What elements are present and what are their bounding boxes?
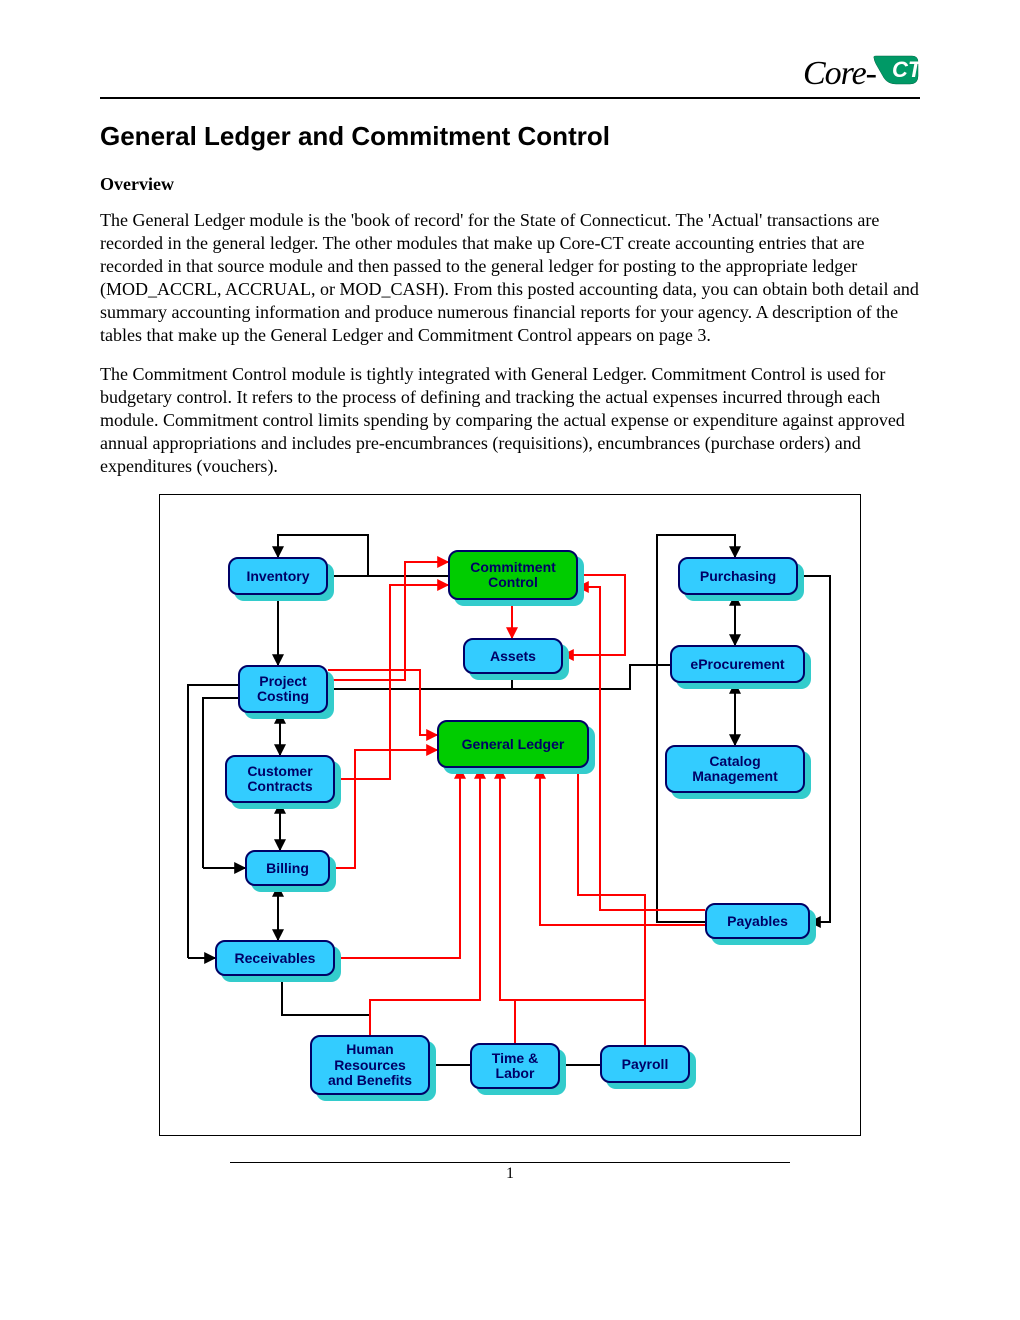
header-logo-row: Core- CT xyxy=(100,50,920,99)
node-projectcosting: ProjectCosting xyxy=(238,665,328,713)
paragraph-2: The Commitment Control module is tightly… xyxy=(100,363,920,478)
node-receivables: Receivables xyxy=(215,940,335,976)
node-purchasing: Purchasing xyxy=(678,557,798,595)
node-billing: Billing xyxy=(245,850,330,886)
logo-ct-badge: CT xyxy=(872,54,920,88)
paragraph-1: The General Ledger module is the 'book o… xyxy=(100,209,920,347)
overview-heading: Overview xyxy=(100,174,920,195)
page-title: General Ledger and Commitment Control xyxy=(100,121,920,152)
node-customercontracts: CustomerContracts xyxy=(225,755,335,803)
page-number: 1 xyxy=(506,1165,514,1182)
core-ct-logo: Core- CT xyxy=(803,50,920,93)
node-commitment: CommitmentControl xyxy=(448,550,578,600)
svg-text:CT: CT xyxy=(892,57,920,82)
node-inventory: Inventory xyxy=(228,557,328,595)
page-footer: 1 xyxy=(230,1162,790,1183)
node-hr: HumanResourcesand Benefits xyxy=(310,1035,430,1095)
node-timelabor: Time &Labor xyxy=(470,1043,560,1089)
node-assets: Assets xyxy=(463,638,563,674)
node-eprocurement: eProcurement xyxy=(670,645,805,683)
node-catalog: CatalogManagement xyxy=(665,745,805,793)
logo-core-text: Core- xyxy=(803,55,876,93)
node-payables: Payables xyxy=(705,903,810,939)
module-flowchart: Inventory CommitmentControl Purchasing Asse… xyxy=(159,494,861,1136)
node-payroll: Payroll xyxy=(600,1045,690,1083)
node-generalledger: General Ledger xyxy=(437,720,589,768)
